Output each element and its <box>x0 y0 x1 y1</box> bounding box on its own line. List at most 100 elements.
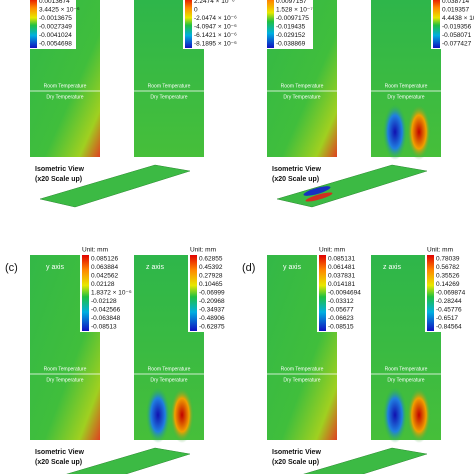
legend-value: 0.0013674 <box>39 0 70 5</box>
color-bar <box>30 0 37 48</box>
legend-value: -0.03312 <box>328 298 354 305</box>
color-bar <box>82 255 89 331</box>
axis-title: z axis <box>383 264 401 271</box>
legend-value: 0.037831 <box>328 273 355 280</box>
room-label: Room Temperature <box>148 366 191 372</box>
panel: Room Temperature Dry Temperature Room Temp… <box>5 247 236 474</box>
legend-value: -0.20968 <box>199 298 225 305</box>
unit-label: Unit: mm <box>190 247 216 254</box>
legend-value: 0.019357 <box>442 7 469 14</box>
legend-value: -0.34937 <box>199 307 225 314</box>
legend-value: -0.019435 <box>276 24 306 31</box>
legend-value: -0.06999 <box>199 290 225 297</box>
color-bar <box>267 0 274 48</box>
axis-title: z axis <box>146 264 164 271</box>
blue-band <box>146 387 170 443</box>
legend-value: 4.4438 × 10⁻⁷ <box>442 15 474 22</box>
legend-value: 0.35526 <box>436 273 460 280</box>
legend-value: -0.063848 <box>91 315 121 322</box>
dry-label: Dry Temperature <box>387 377 424 383</box>
legend-value: 0.45392 <box>199 264 223 271</box>
legend-value: -0.45776 <box>436 307 462 314</box>
iso-scale: (x20 Scale up) <box>272 459 319 466</box>
legend-value: 0.014181 <box>328 281 355 288</box>
legend-value: -0.84564 <box>436 324 462 331</box>
red-band <box>170 387 194 443</box>
legend-value: -0.62875 <box>199 324 225 331</box>
unit-label: Unit: mm <box>82 247 108 254</box>
dry-label: Dry Temperature <box>46 377 83 383</box>
legend-value: -0.069874 <box>436 290 466 297</box>
legend-value: -0.02128 <box>91 298 117 305</box>
legend-value: 0.10465 <box>199 281 223 288</box>
iso-blue <box>303 186 331 196</box>
legend-value: 0 <box>194 7 198 14</box>
legend-value: -0.0013675 <box>39 15 72 22</box>
legend-value: 0.56782 <box>436 264 460 271</box>
legend-value: -0.0094694 <box>328 290 361 297</box>
legend-value: 0.085131 <box>328 256 355 263</box>
legend-value: 0.038714 <box>442 0 469 5</box>
iso-title: Isometric View <box>35 166 84 173</box>
axis-title: y axis <box>283 264 301 271</box>
panel: Room Temperature Dry Temperature Room Temp… <box>265 0 474 208</box>
room-label: Room Temperature <box>281 83 324 89</box>
legend-value: -0.0097175 <box>276 15 309 22</box>
room-label: Room Temperature <box>281 366 324 372</box>
legend-value: 0.042562 <box>91 273 118 280</box>
color-bar <box>190 255 197 331</box>
dry-label: Dry Temperature <box>46 94 83 100</box>
legend-value: 3.4425 × 10⁻⁶ <box>39 7 80 14</box>
iso-plate <box>303 447 428 474</box>
blue-band <box>383 387 407 443</box>
legend-value: -0.029152 <box>276 32 306 39</box>
iso-title: Isometric View <box>272 166 321 173</box>
legend-value: 1.8372 × 10⁻⁶ <box>91 290 132 297</box>
legend-value: -0.077427 <box>442 41 472 48</box>
legend-value: -0.0041024 <box>39 32 72 39</box>
panel: Room Temperature Dry Temperature Room Temp… <box>242 247 473 474</box>
iso-red <box>305 192 333 202</box>
legend-value: 0.061481 <box>328 264 355 271</box>
legend-value: -0.48906 <box>199 315 225 322</box>
legend-value: -8.1895 × 10⁻⁶ <box>194 41 237 48</box>
legend-value: -6.1421 × 10⁻⁶ <box>194 32 237 39</box>
legend-value: -0.0027349 <box>39 24 72 31</box>
panel-label: (d) <box>242 262 255 274</box>
legend-value: 0.02128 <box>91 281 115 288</box>
legend-value: 0.0097157 <box>276 0 307 5</box>
axis-title: y axis <box>46 264 64 271</box>
legend-value: -4.0947 × 10⁻⁶ <box>194 24 237 31</box>
dry-label: Dry Temperature <box>150 377 187 383</box>
legend-value: 1.528 × 10⁻⁷ <box>276 7 313 14</box>
legend-value: 0.14269 <box>436 281 460 288</box>
room-label: Room Temperature <box>385 83 428 89</box>
iso-title: Isometric View <box>272 449 321 456</box>
color-bar <box>433 0 440 48</box>
panel: Room Temperature Dry Temperature Room Temp… <box>28 0 237 208</box>
legend-value: -0.28244 <box>436 298 462 305</box>
color-bar <box>185 0 192 48</box>
panel-label: (c) <box>5 262 18 274</box>
legend-value: 0.78039 <box>436 256 460 263</box>
iso-plate <box>39 164 191 208</box>
legend-value: 2.2474 × 10⁻⁶ <box>194 0 235 5</box>
dry-label: Dry Temperature <box>150 94 187 100</box>
legend-value: -0.0054698 <box>39 41 72 48</box>
color-bar <box>319 255 326 331</box>
dry-label: Dry Temperature <box>387 94 424 100</box>
legend-value: 0.085126 <box>91 256 118 263</box>
room-label: Room Temperature <box>385 366 428 372</box>
legend-value: -0.038869 <box>276 41 306 48</box>
legend-value: 0.27928 <box>199 273 223 280</box>
unit-label: Unit: mm <box>319 247 345 254</box>
dry-label: Dry Temperature <box>283 94 320 100</box>
legend-value: -0.042566 <box>91 307 121 314</box>
room-label: Room Temperature <box>44 83 87 89</box>
legend-value: -0.08515 <box>328 324 354 331</box>
legend-value: 0.62855 <box>199 256 223 263</box>
iso-scale: (x20 Scale up) <box>35 176 82 183</box>
legend-value: -0.06623 <box>328 315 354 322</box>
legend-value: -0.058071 <box>442 32 472 39</box>
